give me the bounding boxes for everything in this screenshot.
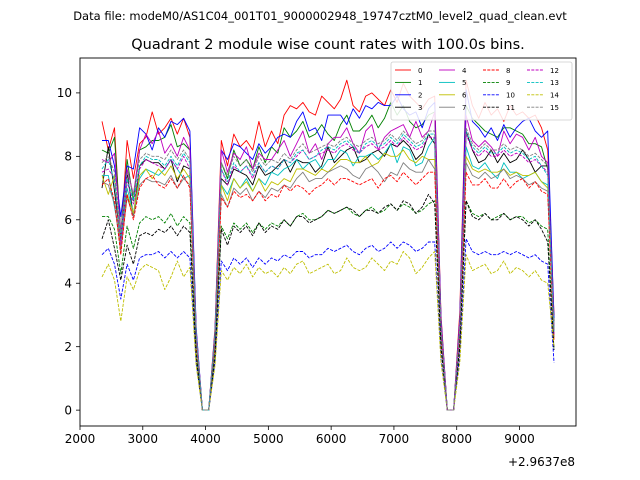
legend-label-9: 9 <box>506 79 510 87</box>
chart-title: Quadrant 2 module wise count rates with … <box>131 37 525 53</box>
series-line-9 <box>102 200 555 411</box>
x-tick-label: 3000 <box>128 432 159 446</box>
series-line-12 <box>101 133 555 411</box>
x-tick-label: 4000 <box>190 432 221 446</box>
series-line-4 <box>101 111 555 411</box>
legend-label-5: 5 <box>462 79 466 87</box>
y-tick-label: 6 <box>64 213 72 227</box>
series-line-3 <box>101 130 555 411</box>
x-tick-label: 6000 <box>316 432 347 446</box>
y-tick-label: 4 <box>64 277 72 291</box>
series-line-8 <box>101 171 555 411</box>
y-tick-label: 8 <box>64 150 72 164</box>
legend-label-2: 2 <box>418 92 422 100</box>
legend-label-0: 0 <box>418 67 422 75</box>
series-layer <box>101 79 555 411</box>
legend-box <box>390 61 573 121</box>
legend-label-12: 12 <box>550 67 559 75</box>
y-tick-label: 2 <box>64 340 72 354</box>
x-tick-label: 5000 <box>253 432 284 446</box>
series-line-14 <box>101 251 555 411</box>
series-line-15 <box>101 127 555 411</box>
series-line-10 <box>101 238 555 411</box>
x-tick-label: 9000 <box>504 432 535 446</box>
x-tick-label: 2000 <box>65 432 96 446</box>
series-line-1 <box>101 101 555 411</box>
legend-label-3: 3 <box>418 104 422 112</box>
series-line-0 <box>101 79 555 411</box>
legend-label-14: 14 <box>550 92 559 100</box>
x-axis: 2000 3000 4000 5000 6000 7000 8000 9000 <box>65 426 535 446</box>
x-tick-label: 8000 <box>441 432 472 446</box>
y-axis: 0 2 4 6 8 10 <box>57 86 80 417</box>
legend-label-1: 1 <box>418 79 422 87</box>
y-tick-label: 10 <box>57 86 72 100</box>
series-line-6 <box>101 149 555 411</box>
legend-label-6: 6 <box>462 92 467 100</box>
series-line-7 <box>101 159 555 411</box>
legend-label-7: 7 <box>462 104 466 112</box>
legend-label-8: 8 <box>506 67 510 75</box>
legend-label-4: 4 <box>462 67 467 75</box>
legend-label-10: 10 <box>506 92 515 100</box>
series-line-2 <box>102 89 555 411</box>
legend-label-15: 15 <box>550 104 559 112</box>
x-tick-label: 7000 <box>379 432 410 446</box>
legend-label-11: 11 <box>506 104 515 112</box>
x-offset-label: +2.9637e8 <box>508 455 575 469</box>
chart-suptitle: Data file: modeM0/AS1C04_001T01_90000029… <box>73 9 567 23</box>
plot-frame <box>79 57 577 427</box>
legend-label-13: 13 <box>550 79 559 87</box>
y-tick-label: 0 <box>64 403 72 417</box>
series-line-11 <box>101 193 555 411</box>
